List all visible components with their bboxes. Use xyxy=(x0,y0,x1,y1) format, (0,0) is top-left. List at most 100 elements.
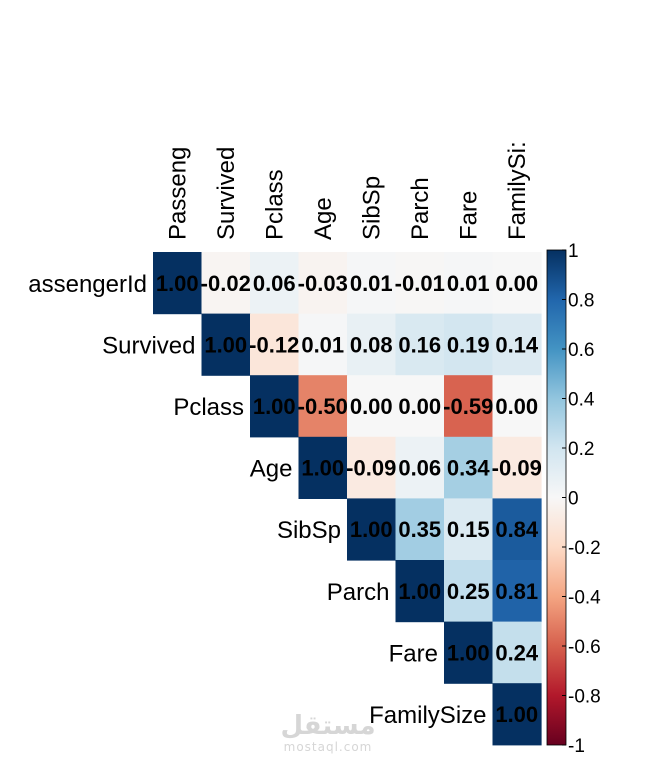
cell-value-1-5: 0.16 xyxy=(398,332,441,357)
heat-cell-2-3 xyxy=(298,375,348,438)
cell-value-0-0: 1.00 xyxy=(156,271,199,296)
cell-value-4-4: 1.00 xyxy=(350,517,393,542)
cell-value-0-5: -0.01 xyxy=(395,271,445,296)
heat-cell-1-4 xyxy=(347,313,397,376)
heat-cell-0-2 xyxy=(250,252,300,315)
legend-label-4: 0.2 xyxy=(568,439,594,460)
watermark-latin: mostaql.com xyxy=(283,740,373,754)
cell-value-1-2: -0.12 xyxy=(249,332,299,357)
heat-cell-1-2 xyxy=(250,313,300,376)
column-label-7: FamilySi: xyxy=(504,141,531,240)
heat-cell-1-1 xyxy=(201,313,251,376)
heat-cell-0-3 xyxy=(298,252,348,315)
cell-value-0-3: -0.03 xyxy=(298,271,348,296)
heat-cell-3-5 xyxy=(395,436,445,499)
row-label-2: Pclass xyxy=(173,394,244,421)
cell-value-3-7: -0.09 xyxy=(492,456,542,481)
cell-value-2-4: 0.00 xyxy=(350,394,393,419)
heat-cell-5-5 xyxy=(395,560,445,623)
cell-value-2-3: -0.50 xyxy=(298,394,348,419)
heat-cell-0-5 xyxy=(395,252,445,315)
cell-value-2-2: 1.00 xyxy=(253,394,296,419)
heat-cell-6-7 xyxy=(492,621,542,684)
legend-label-7: -0.4 xyxy=(568,588,601,609)
heat-cell-1-5 xyxy=(395,313,445,376)
heat-cell-3-4 xyxy=(347,436,397,499)
row-label-4: SibSp xyxy=(277,517,341,544)
cell-value-1-6: 0.19 xyxy=(447,332,490,357)
cell-value-2-5: 0.00 xyxy=(398,394,441,419)
cell-value-4-7: 0.84 xyxy=(495,517,539,542)
cell-value-2-7: 0.00 xyxy=(495,394,538,419)
heat-cell-1-3 xyxy=(298,313,348,376)
column-label-4: SibSp xyxy=(358,176,385,240)
heat-cell-1-7 xyxy=(492,313,542,376)
cell-value-1-3: 0.01 xyxy=(301,332,344,357)
color-legend: 1 0.8 0.6 0.4 0.2 0 -0.2 -0.4 -0.6 -0.8 -1 xyxy=(546,241,601,757)
cell-value-4-6: 0.15 xyxy=(447,517,490,542)
cell-value-3-6: 0.34 xyxy=(447,456,491,481)
heat-cell-2-2 xyxy=(250,375,300,438)
heat-cell-0-0 xyxy=(153,252,203,315)
legend-label-0: 1 xyxy=(568,241,579,262)
cell-value-5-6: 0.25 xyxy=(447,579,490,604)
cell-value-7-7: 1.00 xyxy=(495,702,538,727)
heat-cell-0-6 xyxy=(444,252,494,315)
column-label-6: Fare xyxy=(455,191,482,240)
heat-cell-0-1 xyxy=(201,252,251,315)
cell-value-2-6: -0.59 xyxy=(443,394,493,419)
row-label-3: Age xyxy=(250,456,293,483)
cell-value-5-7: 0.81 xyxy=(495,579,538,604)
row-label-5: Parch xyxy=(327,579,390,606)
heat-cell-3-3 xyxy=(298,436,348,499)
cell-value-0-1: -0.02 xyxy=(201,271,251,296)
heat-cell-2-4 xyxy=(347,375,397,438)
heat-cell-6-6 xyxy=(444,621,494,684)
mostaql-watermark: مستقل mostaql.com xyxy=(278,712,378,754)
heat-cell-3-6 xyxy=(444,436,494,499)
heat-cell-4-5 xyxy=(395,498,445,561)
cell-value-1-4: 0.08 xyxy=(350,332,393,357)
legend-label-9: -0.8 xyxy=(568,687,601,708)
cell-value-6-7: 0.24 xyxy=(495,640,539,665)
cell-value-0-4: 0.01 xyxy=(350,271,393,296)
cell-value-4-5: 0.35 xyxy=(398,517,441,542)
cell-value-3-4: -0.09 xyxy=(346,456,396,481)
legend-label-1: 0.8 xyxy=(568,291,594,312)
row-label-7: FamilySize xyxy=(369,702,486,729)
column-label-2: Pclass xyxy=(261,169,288,240)
cell-value-3-3: 1.00 xyxy=(301,456,344,481)
legend-label-5: 0 xyxy=(568,489,579,510)
heat-cell-2-6 xyxy=(444,375,494,438)
row-label-6: Fare xyxy=(389,640,438,667)
heatmap-grid: 1.00 -0.02 0.06 -0.03 0.01 -0.01 0.01 0.001.00-… xyxy=(153,252,542,746)
heat-cell-5-7 xyxy=(492,560,542,623)
legend-label-3: 0.4 xyxy=(568,390,595,411)
column-label-0: Passeng xyxy=(164,147,191,240)
heat-cell-3-7 xyxy=(492,436,542,499)
row-label-1: Survived xyxy=(102,332,195,359)
heat-cell-0-4 xyxy=(347,252,397,315)
heat-cell-4-7 xyxy=(492,498,542,561)
heat-cell-4-6 xyxy=(444,498,494,561)
cell-value-6-6: 1.00 xyxy=(447,640,490,665)
cell-value-0-2: 0.06 xyxy=(253,271,296,296)
cell-value-5-5: 1.00 xyxy=(398,579,441,604)
cell-value-0-7: 0.00 xyxy=(495,271,538,296)
legend-label-8: -0.6 xyxy=(568,637,601,658)
heat-cell-2-5 xyxy=(395,375,445,438)
heat-cell-7-7 xyxy=(492,683,542,746)
column-label-5: Parch xyxy=(407,177,434,240)
heat-cell-1-6 xyxy=(444,313,494,376)
cell-value-1-1: 1.00 xyxy=(204,332,247,357)
cell-value-1-7: 0.14 xyxy=(495,332,539,357)
row-label-0: assengerId xyxy=(28,271,147,298)
legend-label-2: 0.6 xyxy=(568,340,594,361)
heat-cell-5-6 xyxy=(444,560,494,623)
column-label-3: Age xyxy=(310,197,337,240)
column-labels: Passeng Survived Pclass Age SibSp Parch Fare Fa… xyxy=(164,141,531,240)
legend-label-10: -1 xyxy=(568,736,585,757)
heat-cell-4-4 xyxy=(347,498,397,561)
legend-label-6: -0.2 xyxy=(568,538,601,559)
